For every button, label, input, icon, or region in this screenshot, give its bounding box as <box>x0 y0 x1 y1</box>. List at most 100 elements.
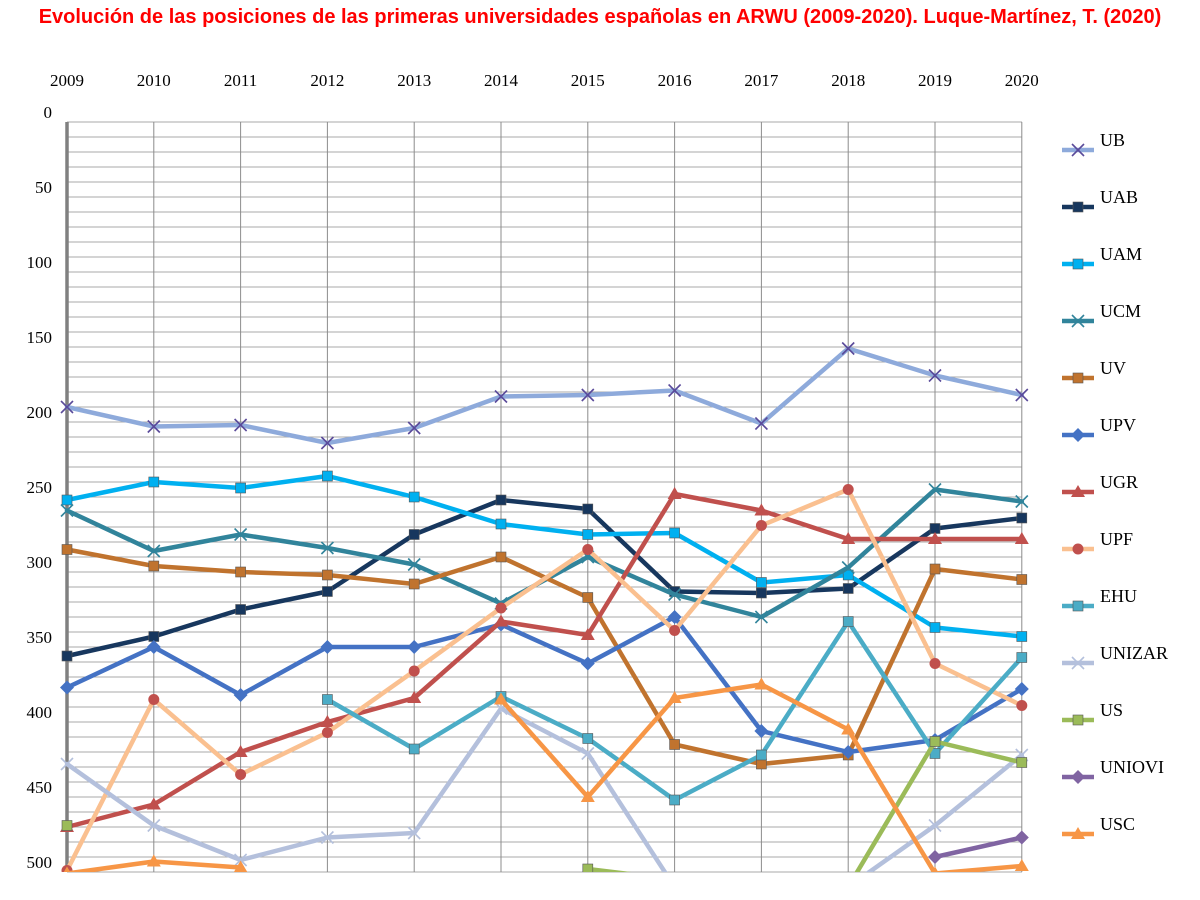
legend-label: UAB <box>1100 187 1138 207</box>
legend-label: UGR <box>1100 472 1138 492</box>
data-point <box>60 400 74 414</box>
x-tick-label: 2014 <box>484 71 519 90</box>
data-point <box>582 529 594 540</box>
data-point <box>494 389 508 404</box>
data-point <box>582 544 594 555</box>
y-tick-label: 300 <box>27 553 53 572</box>
data-point <box>669 625 681 636</box>
chart-title: Evolución de las posiciones de las prime… <box>38 6 1162 28</box>
data-point <box>580 628 595 640</box>
legend-label: UB <box>1100 130 1125 150</box>
legend-item: UAB <box>1062 187 1138 213</box>
series-ugr <box>60 487 1029 832</box>
legend-label: UCM <box>1100 301 1141 321</box>
data-point <box>841 745 856 759</box>
data-point <box>60 503 74 518</box>
data-point <box>929 736 941 747</box>
data-point <box>1014 532 1029 544</box>
data-point <box>408 578 420 590</box>
x-tick-label: 2011 <box>224 71 257 90</box>
data-point <box>842 616 854 627</box>
x-tick-label: 2018 <box>831 71 865 90</box>
data-point <box>408 743 420 755</box>
y-tick-label: 50 <box>35 178 52 197</box>
data-point <box>321 727 333 738</box>
data-point <box>147 419 161 434</box>
legend-marker <box>1072 714 1084 726</box>
data-point <box>667 691 682 703</box>
data-point <box>233 860 248 872</box>
data-point <box>322 470 333 482</box>
data-point <box>148 560 160 572</box>
x-tick-label: 2016 <box>658 71 692 90</box>
series-line <box>64 497 1025 659</box>
data-point <box>148 694 160 705</box>
legend-item: UNIZAR <box>1062 643 1168 670</box>
data-point <box>147 544 161 558</box>
data-point <box>320 640 335 654</box>
x-tick-label: 2017 <box>744 71 779 90</box>
legend-label: UPF <box>1100 529 1133 549</box>
legend-marker <box>1071 143 1085 157</box>
data-point <box>929 658 941 669</box>
data-point <box>1016 512 1028 524</box>
data-point <box>495 494 507 506</box>
data-point <box>494 614 508 627</box>
data-point <box>582 503 594 515</box>
data-point <box>322 586 333 597</box>
data-point <box>842 484 854 495</box>
data-point <box>582 733 594 744</box>
y-tick-label: 150 <box>27 328 53 347</box>
data-point <box>581 746 595 761</box>
plot-area <box>60 341 1029 893</box>
data-point <box>63 866 71 872</box>
data-point <box>495 551 507 563</box>
series-uniovi <box>928 830 1029 864</box>
data-point <box>928 532 942 544</box>
legend-label: UPV <box>1100 415 1136 435</box>
x-tick-label: 2009 <box>50 71 84 90</box>
data-point <box>756 587 767 599</box>
series-ub <box>60 341 1029 450</box>
data-point <box>408 491 420 503</box>
y-tick-label: 350 <box>27 628 53 647</box>
data-point <box>407 421 421 435</box>
data-point <box>756 758 767 770</box>
legend-marker <box>1072 543 1084 555</box>
data-point <box>235 769 247 780</box>
data-point <box>669 739 680 750</box>
data-point <box>841 341 855 356</box>
data-point <box>320 715 335 727</box>
x-tick-label: 2019 <box>918 71 952 90</box>
data-point <box>320 436 334 450</box>
x-tick-label: 2012 <box>310 71 344 90</box>
series-line <box>64 473 1025 639</box>
grid <box>66 121 1023 873</box>
legend-item: UCM <box>1062 301 1141 328</box>
y-tick-label: 100 <box>27 253 53 272</box>
y-tick-label: 250 <box>27 478 53 497</box>
data-point <box>1015 494 1029 509</box>
data-point <box>234 853 248 867</box>
data-point <box>754 724 769 738</box>
data-point <box>61 650 73 662</box>
data-point <box>581 388 595 402</box>
series-usc <box>63 677 1029 872</box>
data-point <box>407 691 422 703</box>
legend-label: US <box>1100 700 1123 720</box>
legend: UB UAB UAM UCM UV UPV UGR UPF EHU UNIZAR US UNIOVI U… <box>1062 130 1168 839</box>
legend-marker <box>1072 372 1084 384</box>
data-point <box>407 826 421 840</box>
data-point <box>1014 682 1029 696</box>
data-point <box>234 527 248 542</box>
legend-item: US <box>1062 700 1123 726</box>
legend-marker <box>1071 656 1085 670</box>
data-point <box>146 854 161 867</box>
data-point <box>670 875 680 885</box>
y-tick-label: 450 <box>27 778 53 797</box>
data-point <box>60 757 74 771</box>
legend-marker <box>1072 258 1084 270</box>
data-point <box>842 881 854 893</box>
